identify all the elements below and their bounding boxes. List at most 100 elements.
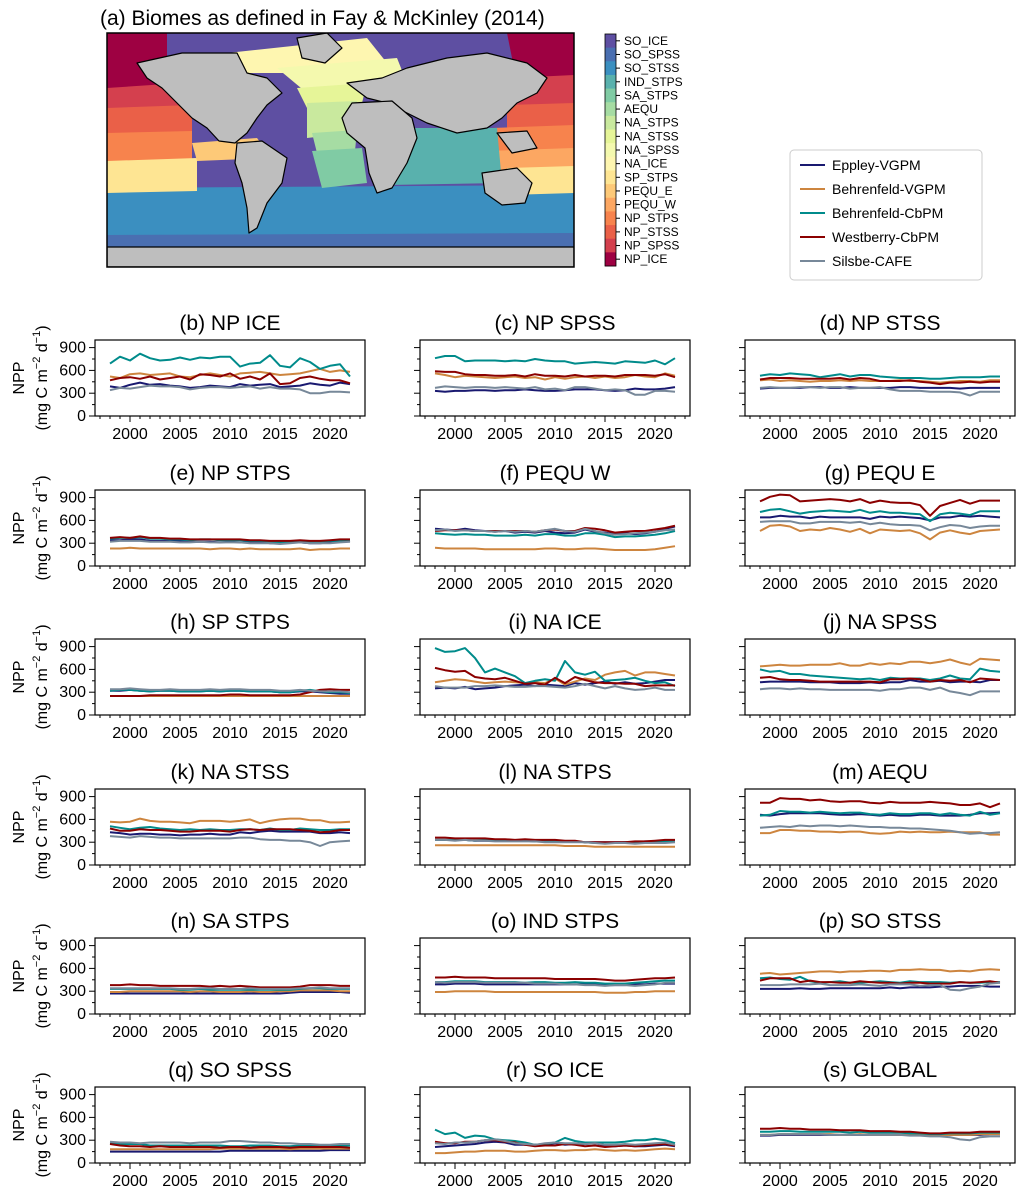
series-line-2: [759, 667, 1001, 681]
x-tick-label: 2000: [437, 725, 473, 742]
series-line-3: [109, 535, 350, 542]
series-line-3: [434, 666, 675, 688]
x-tick-label: 2010: [537, 875, 573, 892]
panel-4: (f) PEQU W 2000 2005 2010 2015 2020: [414, 462, 691, 593]
y-tick-label: 0: [77, 408, 86, 425]
y-axis-unit: (mg C m−2 d−1): [31, 325, 51, 430]
series-line-2: [759, 372, 1000, 380]
panel-title: (q) SO SPSS: [168, 1059, 292, 1082]
colorbar-swatch: [605, 211, 616, 226]
x-tick-label: 2020: [637, 576, 673, 593]
series-line-4: [109, 1140, 350, 1146]
np-stss-east-region: [507, 103, 574, 131]
panel-title: (c) NP SPSS: [495, 312, 616, 335]
x-tick-label: 2005: [487, 1024, 523, 1041]
colorbar-label: NA_SPSS: [624, 143, 679, 157]
x-tick-label: 2005: [812, 576, 848, 593]
colorbar-swatch: [605, 102, 616, 117]
x-tick-label: 2020: [637, 426, 673, 443]
na-stps-region: [307, 101, 357, 138]
y-tick-label: 300: [59, 385, 86, 402]
series-line-1: [759, 968, 1001, 976]
x-tick-label: 2010: [537, 576, 573, 593]
panel-0: (b) NP ICE 2000 2005 2010 2015 2020 0 300 600 900…: [11, 312, 366, 443]
x-tick-label: 2020: [962, 576, 998, 593]
y-axis-label: NPP: [11, 1109, 28, 1142]
panel-title: (j) NA SPSS: [823, 611, 937, 634]
x-tick-label: 2015: [262, 426, 298, 443]
x-tick-label: 2010: [537, 426, 573, 443]
series-line-0: [434, 386, 676, 393]
y-tick-label: 900: [59, 1087, 86, 1104]
x-tick-label: 2010: [212, 426, 248, 443]
x-tick-label: 2010: [862, 576, 898, 593]
series-line-1: [759, 657, 1001, 668]
x-tick-label: 2005: [487, 426, 523, 443]
series-line-3: [759, 493, 1000, 517]
panel-title: (p) SO STSS: [819, 910, 942, 933]
series-line-4: [760, 981, 1001, 992]
x-tick-label: 2005: [162, 1173, 198, 1190]
x-tick-label: 2005: [812, 1024, 848, 1041]
x-tick-label: 2015: [587, 1173, 623, 1190]
y-tick-label: 300: [59, 1132, 86, 1149]
legend-entry-1: Behrenfeld-VGPM: [832, 181, 946, 197]
series-line-4: [759, 686, 1000, 697]
y-axis-label: NPP: [11, 362, 28, 395]
x-tick-label: 2005: [162, 426, 198, 443]
panel-15: (q) SO SPSS 2000 2005 2010 2015 2020 0 300 600 90…: [11, 1059, 366, 1190]
y-tick-label: 0: [77, 857, 86, 874]
series-line-4: [759, 824, 1001, 835]
x-tick-label: 2005: [162, 1024, 198, 1041]
panel-13: (o) IND STPS 2000 2005 2010 2015 2020: [414, 910, 691, 1041]
x-tick-label: 2010: [862, 426, 898, 443]
series-line-2: [759, 810, 1001, 817]
x-tick-label: 2020: [312, 426, 348, 443]
colorbar-label: PEQU_W: [624, 198, 677, 212]
maritime-asia-land: [496, 130, 538, 154]
colorbar-label: NA_ICE: [624, 157, 667, 171]
pequ-w-region: [487, 148, 574, 171]
x-tick-label: 2010: [862, 1173, 898, 1190]
biome-map: (a) Biomes as defined in Fay & McKinley …: [100, 7, 575, 268]
colorbar-label: IND_STPS: [624, 75, 683, 89]
x-tick-label: 2015: [587, 1024, 623, 1041]
legend-entry-2: Behrenfeld-CbPM: [832, 205, 943, 221]
series-line-4: [109, 539, 351, 545]
series-line-4: [434, 527, 676, 536]
y-tick-label: 600: [59, 811, 86, 828]
series-line-0: [760, 984, 1000, 990]
x-tick-label: 2015: [587, 725, 623, 742]
x-tick-label: 2000: [762, 576, 798, 593]
so-stss-region: [107, 185, 574, 235]
y-axis-unit: (mg C m−2 d−1): [31, 774, 51, 879]
colorbar-label: NA_STPS: [624, 116, 679, 130]
x-tick-label: 2020: [637, 725, 673, 742]
x-tick-label: 2010: [537, 725, 573, 742]
colorbar-label: NP_ICE: [624, 252, 667, 266]
series-line-4: [435, 838, 676, 845]
series-line-4: [434, 385, 676, 396]
panel-title: (f) PEQU W: [500, 462, 611, 485]
x-tick-label: 2015: [912, 426, 948, 443]
x-tick-label: 2010: [212, 875, 248, 892]
panel-frame: [419, 788, 691, 866]
series-line-3: [759, 676, 1001, 684]
y-axis-label: NPP: [11, 960, 28, 993]
x-tick-label: 2000: [437, 1024, 473, 1041]
model-legend: Eppley-VGPM Behrenfeld-VGPM Behrenfeld-CbP…: [789, 149, 983, 281]
series-line-0: [110, 991, 351, 995]
x-tick-label: 2015: [262, 875, 298, 892]
x-tick-label: 2020: [962, 725, 998, 742]
x-tick-label: 2005: [487, 725, 523, 742]
panel-title: (o) IND STPS: [491, 910, 619, 933]
x-tick-label: 2020: [312, 1173, 348, 1190]
series-line-2: [434, 530, 676, 539]
y-axis-unit: (mg C m−2 d−1): [31, 475, 51, 580]
series-line-1: [109, 817, 351, 825]
panel-2: (d) NP STSS 2000 2005 2010 2015 2020: [739, 312, 1016, 443]
series-line-0: [110, 1149, 350, 1153]
x-tick-label: 2020: [312, 1024, 348, 1041]
series-line-4: [434, 981, 675, 987]
